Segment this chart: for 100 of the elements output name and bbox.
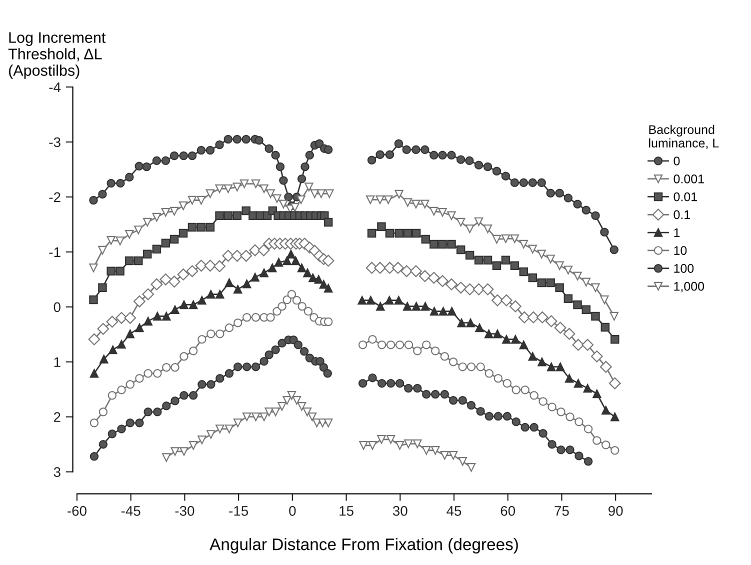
point <box>232 182 242 192</box>
point <box>125 230 134 239</box>
point <box>556 445 566 454</box>
point <box>422 390 431 399</box>
point <box>224 369 234 378</box>
point <box>325 189 334 198</box>
point <box>394 296 404 305</box>
point <box>368 373 377 382</box>
point <box>456 218 466 227</box>
point <box>404 439 413 448</box>
point <box>161 208 170 217</box>
point <box>465 224 474 234</box>
point <box>447 306 456 316</box>
point <box>144 408 152 416</box>
point <box>511 334 520 344</box>
point <box>242 412 252 422</box>
x-tick-label: -30 <box>175 506 194 516</box>
point <box>206 189 215 198</box>
legend-label: 0.01 <box>674 192 697 202</box>
point <box>458 457 467 466</box>
point <box>251 179 260 188</box>
point <box>438 208 447 217</box>
point <box>420 302 430 311</box>
point <box>170 305 180 314</box>
point <box>538 358 546 366</box>
point <box>466 463 476 472</box>
legend-label: 10 <box>674 246 687 255</box>
point <box>126 329 134 338</box>
point <box>319 363 328 372</box>
point <box>98 246 107 255</box>
point <box>537 250 546 258</box>
point <box>233 284 242 294</box>
point <box>483 224 492 234</box>
point <box>475 323 484 332</box>
point <box>291 256 300 266</box>
point <box>584 457 593 466</box>
point <box>108 430 117 438</box>
point <box>216 424 224 434</box>
point <box>384 296 394 305</box>
point <box>476 406 485 416</box>
point <box>292 396 302 405</box>
point <box>162 453 171 462</box>
point <box>279 200 288 208</box>
point <box>538 428 548 438</box>
point <box>502 412 512 421</box>
point <box>106 236 116 245</box>
point <box>430 446 440 455</box>
point <box>162 401 171 410</box>
point <box>564 374 574 383</box>
point <box>440 450 450 460</box>
y-tick-label: -1 <box>49 247 60 257</box>
point <box>188 391 198 400</box>
point <box>386 435 396 444</box>
point <box>260 184 268 194</box>
point <box>240 179 249 188</box>
point <box>152 212 162 222</box>
point <box>260 268 268 278</box>
point <box>170 447 180 456</box>
point <box>404 384 413 393</box>
point <box>260 356 268 366</box>
point <box>420 200 430 208</box>
point <box>366 296 376 305</box>
point <box>556 362 565 372</box>
point <box>386 378 396 388</box>
point <box>271 408 280 416</box>
point <box>519 240 528 249</box>
point <box>303 268 312 278</box>
point <box>135 418 144 428</box>
point <box>282 256 292 266</box>
point <box>394 190 404 199</box>
point <box>260 412 268 422</box>
point <box>323 369 332 378</box>
point <box>215 184 224 194</box>
legend-label: 100 <box>674 264 694 273</box>
x-tick-label: 0 <box>289 506 296 516</box>
point <box>90 452 99 461</box>
point <box>170 396 180 406</box>
point <box>438 306 448 316</box>
point <box>422 446 431 455</box>
point <box>310 189 320 198</box>
point <box>162 312 171 321</box>
point <box>519 340 528 350</box>
point <box>216 374 224 383</box>
point <box>264 350 274 360</box>
point <box>573 272 582 280</box>
point <box>300 347 309 356</box>
point <box>233 362 242 372</box>
y-tick-label: 2 <box>54 412 60 422</box>
point <box>376 302 385 311</box>
point <box>250 272 260 282</box>
point <box>242 279 252 288</box>
point <box>324 284 333 293</box>
point <box>144 316 152 326</box>
point <box>126 418 134 428</box>
point <box>316 189 326 198</box>
y-tick-label: 3 <box>54 467 60 477</box>
point <box>251 412 260 422</box>
point <box>98 440 108 449</box>
point <box>494 412 503 421</box>
legend-label: 1 <box>674 228 680 237</box>
